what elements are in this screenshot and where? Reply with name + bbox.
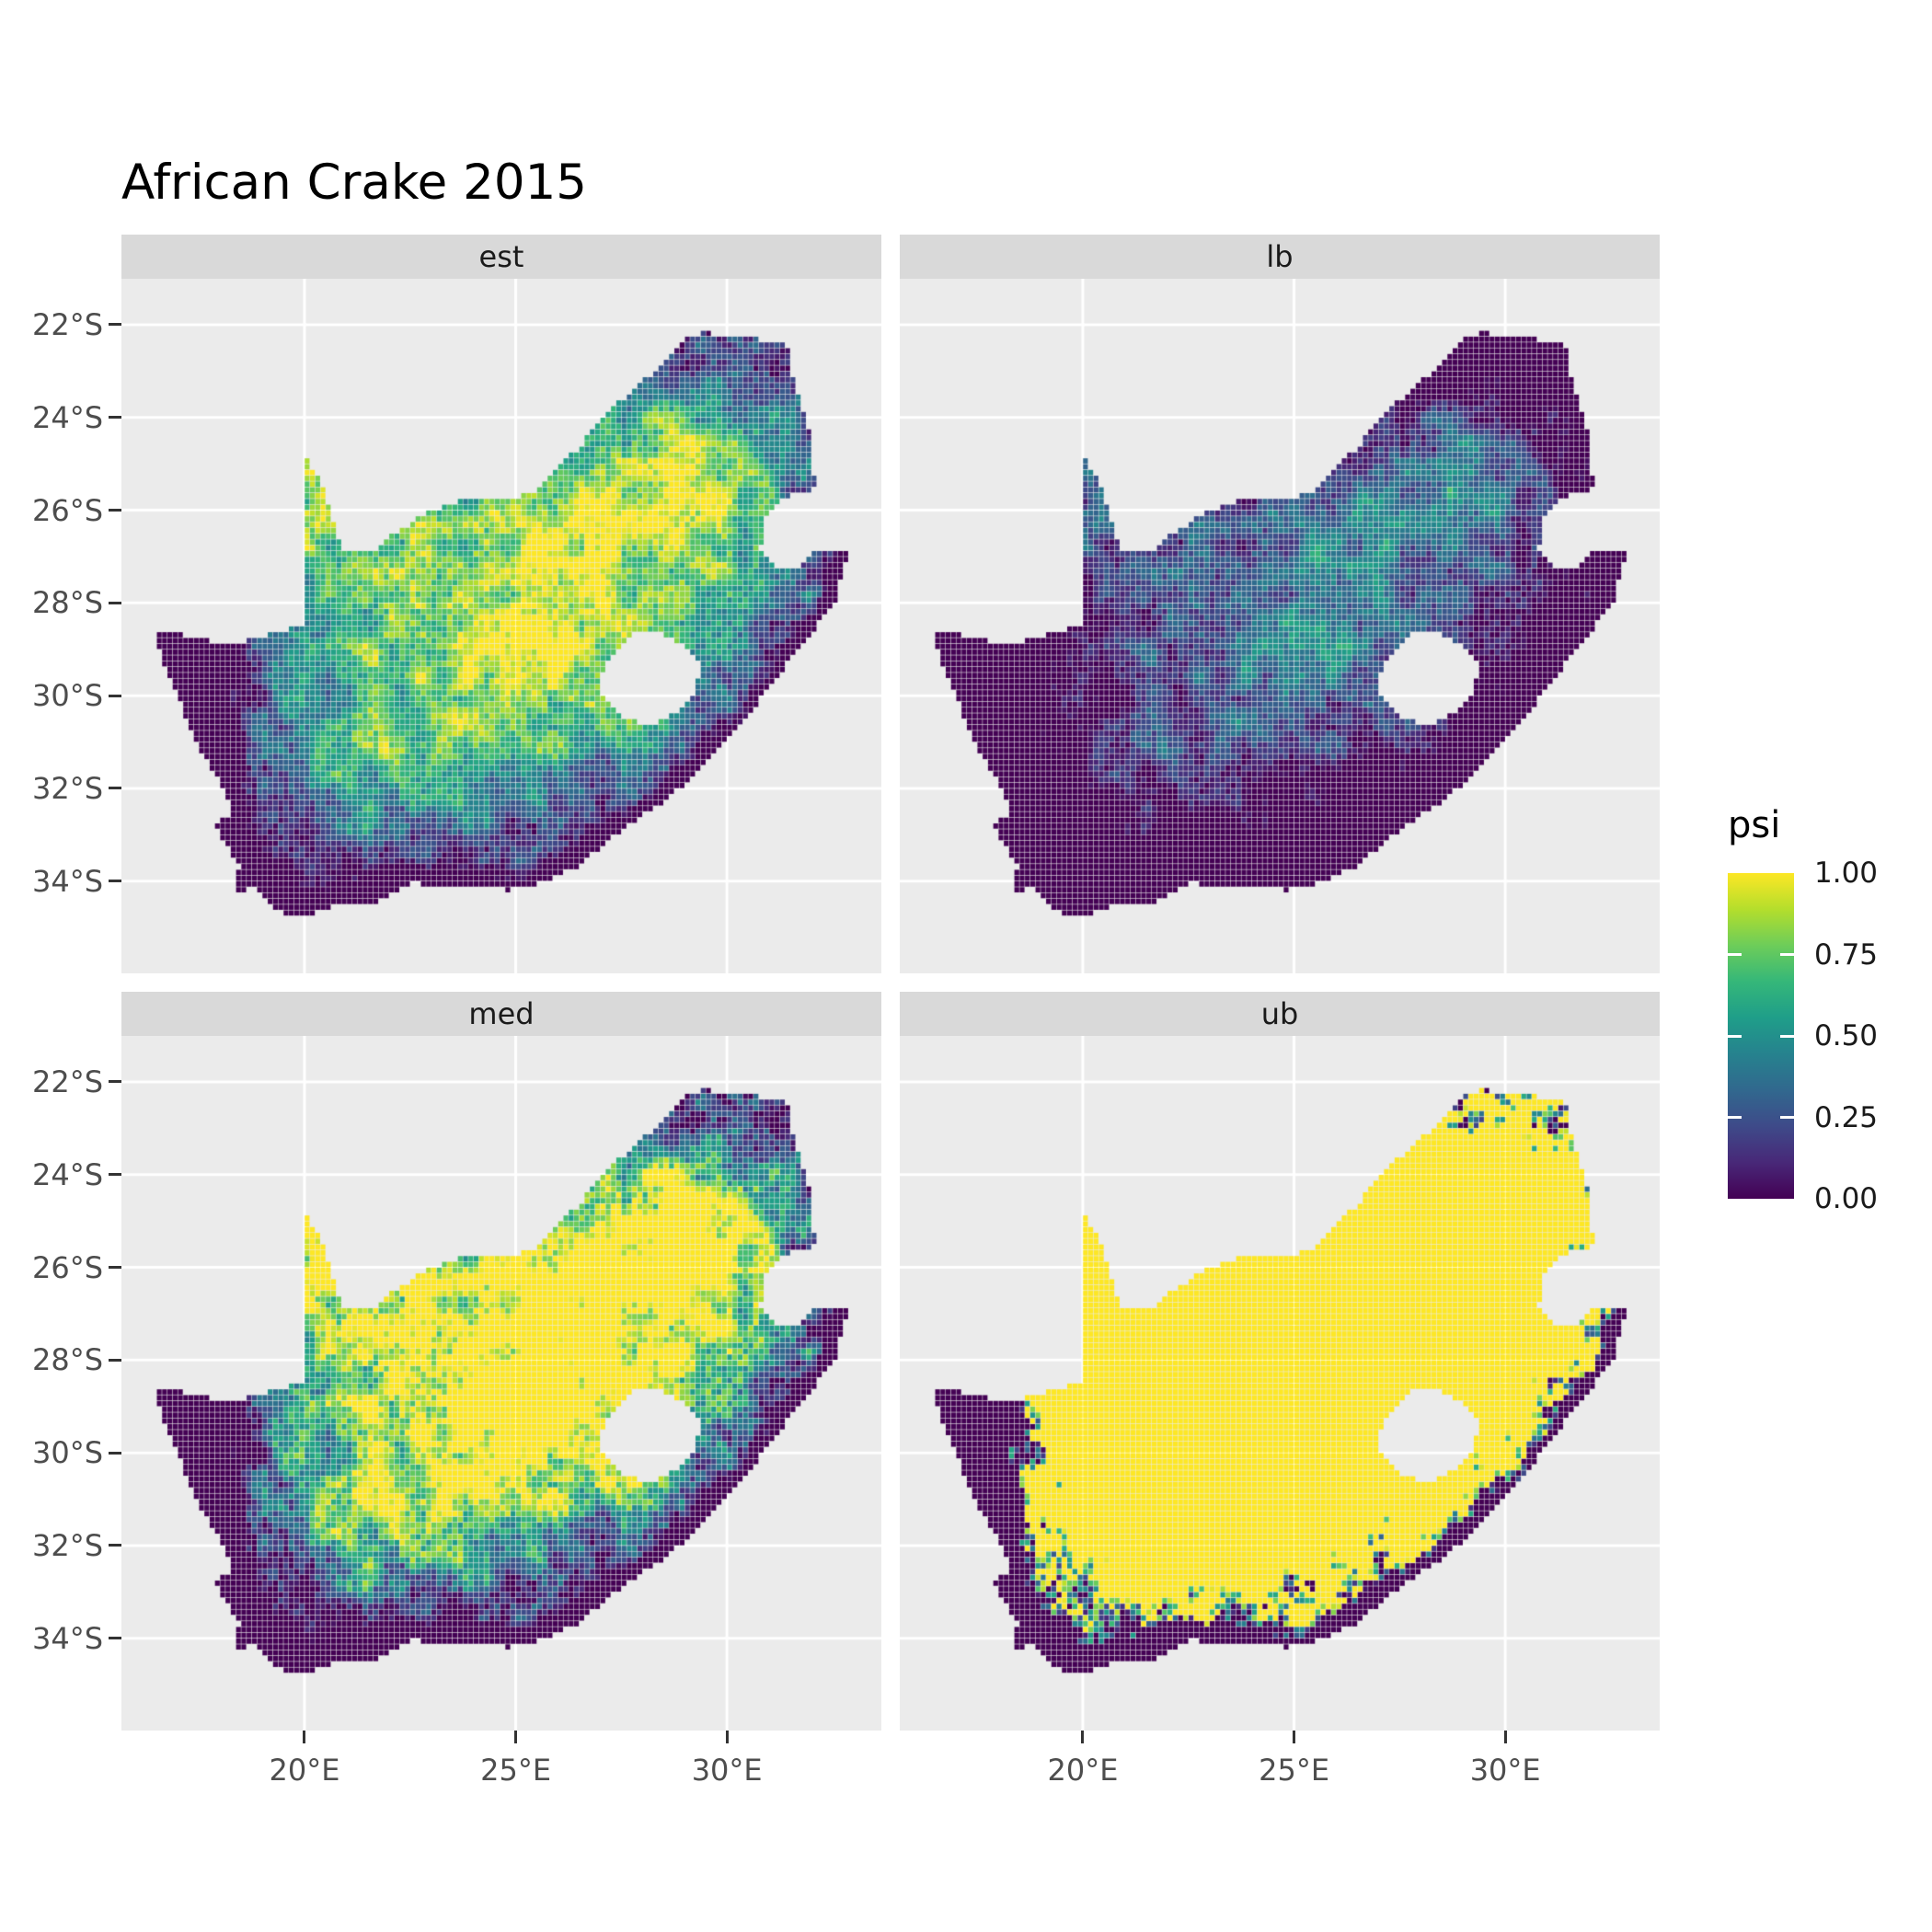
facet-strip-label-med: med xyxy=(468,996,535,1031)
legend-tick-mark xyxy=(1728,1034,1742,1038)
x-axis-tick-mark xyxy=(303,1731,306,1743)
legend-tick-mark xyxy=(1728,953,1742,956)
facet-strip-est: est xyxy=(121,235,881,279)
x-axis-tick-label: 25°E xyxy=(1259,1753,1330,1788)
x-axis-tick-mark xyxy=(1081,1731,1085,1743)
facet-panel-map-med xyxy=(121,1036,881,1731)
facet-strip-lb: lb xyxy=(900,235,1660,279)
y-axis-tick-label: 34°S xyxy=(31,1620,103,1656)
y-axis-tick-label: 26°S xyxy=(31,492,103,528)
legend-tick-label: 0.75 xyxy=(1814,937,1879,972)
legend-tick-label: 0.50 xyxy=(1814,1019,1879,1052)
y-axis-tick-mark xyxy=(109,880,121,883)
facet-strip-med: med xyxy=(121,992,881,1036)
y-axis-tick-label: 32°S xyxy=(31,1527,103,1563)
x-axis-tick-mark xyxy=(1503,1731,1507,1743)
x-axis-tick-label: 25°E xyxy=(480,1753,552,1788)
facet-panel-map-est xyxy=(121,279,881,973)
facet-strip-label-ub: ub xyxy=(1260,996,1299,1031)
y-axis-tick-mark xyxy=(109,1080,121,1084)
x-axis-tick-label: 20°E xyxy=(269,1753,340,1788)
y-axis-tick-mark xyxy=(109,509,121,512)
y-axis-tick-mark xyxy=(109,1358,121,1362)
y-axis-tick-mark xyxy=(109,601,121,604)
x-axis-tick-mark xyxy=(514,1731,518,1743)
x-axis-tick-label: 30°E xyxy=(1469,1753,1541,1788)
legend-tick-mark xyxy=(1780,1034,1794,1038)
legend-tick-mark xyxy=(1728,1116,1742,1119)
y-axis-tick-mark xyxy=(109,1637,121,1640)
y-axis-tick-label: 28°S xyxy=(31,585,103,621)
y-axis-tick-label: 26°S xyxy=(31,1249,103,1285)
y-axis-tick-mark xyxy=(109,323,121,327)
legend-tick-label: 0.00 xyxy=(1814,1182,1879,1215)
legend-tick-label: 0.25 xyxy=(1814,1100,1879,1134)
y-axis-tick-label: 28°S xyxy=(31,1342,103,1378)
facet-panel-map-lb xyxy=(900,279,1660,973)
y-axis-tick-mark xyxy=(109,416,121,420)
x-axis-tick-mark xyxy=(725,1731,729,1743)
y-axis-tick-label: 32°S xyxy=(31,770,103,806)
x-axis-tick-mark xyxy=(1293,1731,1296,1743)
legend-title: psi xyxy=(1728,804,1781,846)
y-axis-tick-label: 22°S xyxy=(31,306,103,342)
legend-tick-label: 1.00 xyxy=(1814,857,1879,890)
legend-tick-mark xyxy=(1780,1116,1794,1119)
y-axis-tick-mark xyxy=(109,1544,121,1547)
y-axis-tick-mark xyxy=(109,1173,121,1177)
y-axis-tick-label: 22°S xyxy=(31,1064,103,1099)
y-axis-tick-mark xyxy=(109,1451,121,1455)
legend-tick-mark xyxy=(1780,953,1794,956)
y-axis-tick-label: 34°S xyxy=(31,863,103,899)
y-axis-tick-label: 24°S xyxy=(31,1156,103,1192)
facet-strip-label-est: est xyxy=(478,239,524,274)
facet-panel-map-ub xyxy=(900,1036,1660,1731)
y-axis-tick-mark xyxy=(109,1266,121,1270)
y-axis-tick-label: 30°S xyxy=(31,678,103,714)
facet-strip-ub: ub xyxy=(900,992,1660,1036)
y-axis-tick-mark xyxy=(109,787,121,790)
x-axis-tick-label: 30°E xyxy=(691,1753,763,1788)
y-axis-tick-mark xyxy=(109,694,121,697)
plot-title: African Crake 2015 xyxy=(121,155,588,211)
y-axis-tick-label: 30°S xyxy=(31,1435,103,1471)
facet-strip-label-lb: lb xyxy=(1266,239,1294,274)
x-axis-tick-label: 20°E xyxy=(1047,1753,1119,1788)
y-axis-tick-label: 24°S xyxy=(31,399,103,435)
